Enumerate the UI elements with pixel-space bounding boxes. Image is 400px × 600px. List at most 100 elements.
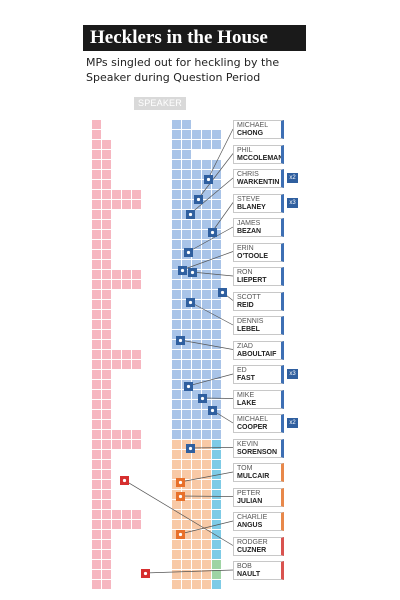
conservative-seat [212, 140, 221, 149]
opposition-seat [92, 180, 101, 189]
opposition-seat [102, 380, 111, 389]
opposition-seat [132, 190, 141, 199]
opposition-seat [92, 160, 101, 169]
mp-last-name: COOPER [237, 424, 268, 431]
ndp-seat [192, 570, 201, 579]
mp-first-name: MICHAEL [237, 122, 269, 129]
conservative-seat [172, 200, 181, 209]
ndp-seat [172, 580, 181, 589]
opposition-seat [92, 390, 101, 399]
conservative-seat [182, 330, 191, 339]
heckle-count-badge: x3 [287, 197, 298, 208]
conservative-seat [212, 340, 221, 349]
mp-label: PHIL McCOLEMAN [233, 144, 284, 164]
mp-last-name: LIEPERT [237, 277, 267, 284]
conservative-seat [192, 190, 201, 199]
ndp-seat [202, 570, 211, 579]
conservative-seat [212, 370, 221, 379]
ndp-seat [172, 500, 181, 509]
ndp-seat [192, 560, 201, 569]
opposition-seat [92, 440, 101, 449]
opposition-seat [112, 520, 121, 529]
conservative-seat [192, 180, 201, 189]
conservative-seat [172, 400, 181, 409]
conservative-seat [192, 210, 201, 219]
opposition-seat [102, 410, 111, 419]
bq-seat [212, 480, 221, 489]
opposition-seat [102, 550, 111, 559]
conservative-seat [202, 140, 211, 149]
conservative-seat [172, 370, 181, 379]
opposition-seat [92, 410, 101, 419]
opposition-seat [92, 140, 101, 149]
ndp-seat [172, 520, 181, 529]
conservative-seat [212, 190, 221, 199]
conservative-seat [172, 260, 181, 269]
ndp-seat [192, 510, 201, 519]
bq-seat [212, 520, 221, 529]
opposition-seat [92, 210, 101, 219]
leader-line [207, 128, 234, 180]
opposition-seat [102, 440, 111, 449]
conservative-seat [172, 250, 181, 259]
ndp-seat [192, 460, 201, 469]
conservative-seat [202, 400, 211, 409]
opposition-seat [132, 440, 141, 449]
conservative-seat [192, 420, 201, 429]
conservative-seat [172, 130, 181, 139]
conservative-seat [202, 320, 211, 329]
leader-line [123, 479, 234, 546]
conservative-seat [182, 430, 191, 439]
bq-seat [212, 450, 221, 459]
conservative-seat [172, 140, 181, 149]
marker-dot [188, 446, 193, 451]
mp-first-name: KEVIN [237, 440, 259, 448]
mp-last-name: CHONG [237, 130, 264, 137]
conservative-seat [172, 240, 181, 249]
opposition-seat [92, 260, 101, 269]
opposition-seat [112, 280, 121, 289]
conservative-seat [172, 210, 181, 219]
ndp-seat [182, 520, 191, 529]
ndp-seat [202, 520, 211, 529]
mp-label: RODGER CUZNER [233, 536, 284, 556]
bq-seat [212, 510, 221, 519]
bq-seat [212, 530, 221, 539]
bq-seat [212, 580, 221, 589]
conservative-seat [182, 410, 191, 419]
conservative-seat [172, 270, 181, 279]
bq-seat [212, 490, 221, 499]
conservative-seat [172, 300, 181, 309]
opposition-seat [92, 330, 101, 339]
ndp-seat [192, 470, 201, 479]
marker-dot [196, 197, 201, 202]
conservative-seat [182, 160, 191, 169]
mp-last-name: BEZAN [237, 228, 262, 235]
conservative-seat [182, 370, 191, 379]
opposition-seat [112, 360, 121, 369]
ndp-seat [202, 560, 211, 569]
marker-dot [210, 230, 215, 235]
mp-first-name: PETER [237, 489, 261, 497]
opposition-seat [102, 390, 111, 399]
leader-line [189, 447, 234, 449]
marker-dot [180, 268, 185, 273]
conservative-seat [192, 330, 201, 339]
leader-line [181, 251, 234, 271]
conservative-seat [212, 280, 221, 289]
mp-last-name: CUZNER [237, 546, 267, 554]
conservative-seat [172, 230, 181, 239]
mp-first-name: JAMES [237, 220, 261, 227]
leader-line [187, 226, 234, 253]
ndp-seat [202, 440, 211, 449]
mp-label: ERIN O'TOOLE [233, 242, 284, 262]
conservative-seat [202, 410, 211, 419]
mp-last-name: MULCAIR [237, 473, 270, 480]
conservative-seat [172, 120, 181, 129]
ndp-seat [182, 560, 191, 569]
opposition-seat [102, 450, 111, 459]
ndp-seat [192, 530, 201, 539]
ndp-seat [202, 500, 211, 509]
mp-label: MICHAEL CHONG [233, 120, 284, 139]
mp-label: STEVE BLANEY [233, 193, 284, 213]
